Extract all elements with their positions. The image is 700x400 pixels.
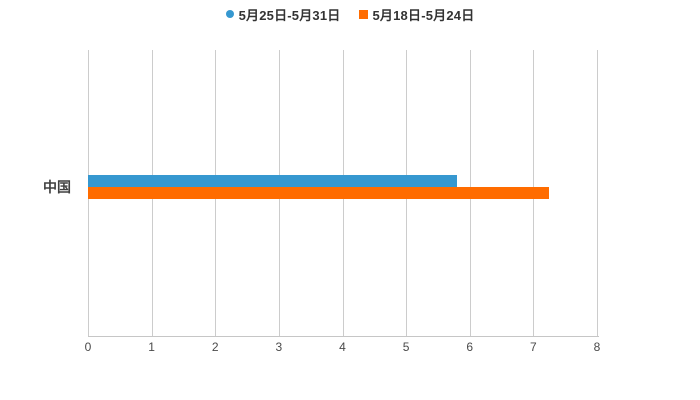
x-tick-label: 7 [530,340,537,354]
legend-item-week-previous[interactable]: 5月18日-5月24日 [358,5,475,24]
bar-current-week[interactable] [88,175,458,187]
x-tick-label: 2 [211,340,219,354]
bar-previous-week[interactable] [88,187,550,199]
x-tick-label: 8 [593,340,601,354]
legend-item-week-current[interactable]: 5月25日-5月31日 [225,5,341,24]
x-tick-label: 3 [275,340,283,354]
legend-item-label: 5月25日-5月31日 [238,7,341,23]
x-tick-label: 5 [402,340,410,354]
x-tick-label: 0 [84,340,92,354]
legend-circle-marker-icon [225,10,234,18]
x-tick-label: 4 [339,340,346,354]
x-axis-line [88,336,599,337]
plot-area [88,50,598,336]
x-tick-label: 6 [466,340,474,354]
x-tick-label: 1 [148,340,155,354]
gridline [597,50,598,336]
legend-item-label: 5月18日-5月24日 [372,7,475,23]
legend: 5月25日-5月31日 5月18日-5月24日 [0,5,700,23]
y-axis-category-label: 中国 [43,179,71,195]
legend-square-marker-icon [358,9,368,19]
